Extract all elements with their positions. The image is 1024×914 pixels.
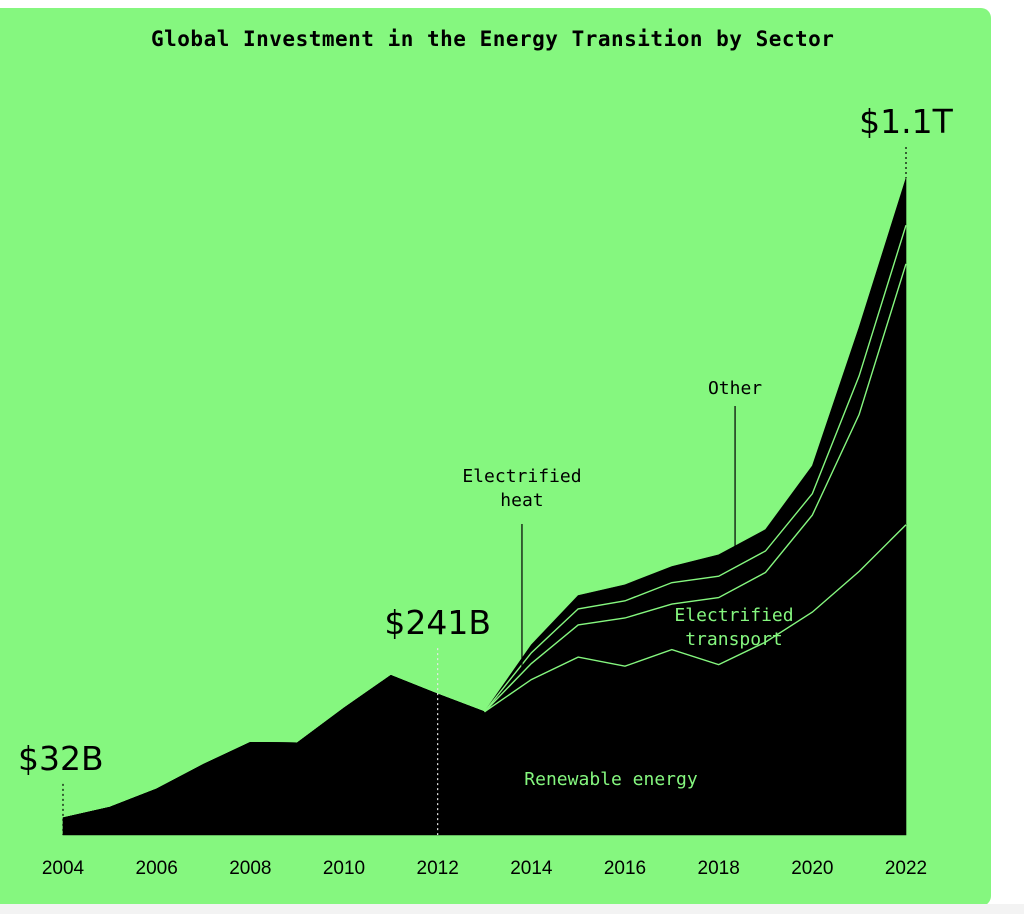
area-other [62,177,907,819]
x-tick-label-2022: 2022 [885,858,927,879]
chart-title: Global Investment in the Energy Transiti… [151,27,835,51]
divider-renewable-energy [484,524,907,713]
x-axis: 2004 2006 2008 2010 2012 2014 2016 2018 2020 2022 [42,858,927,879]
stacked-areas [62,177,907,836]
annotation-renewable-energy: Renewable energy [524,769,698,790]
x-tick-label-2014: 2014 [510,858,553,879]
annotation-electrified-transport-line-1: Electrified [674,605,793,626]
annotation-other-line-1: Other [708,378,762,399]
x-tick-label-2008: 2008 [229,858,271,879]
total-callouts: $32B $241B $1.1T [18,102,954,835]
divider-electrified-heat [483,225,907,713]
x-tick-label-2004: 2004 [42,858,85,879]
divider-electrified-transport [483,263,907,713]
series-annotations: Electrified heat Other Electrified transport… [462,378,793,790]
callout-2022: $1.1T [859,102,953,141]
x-tick-label-2020: 2020 [791,858,833,879]
annotation-renewable-energy-line-1: Renewable energy [524,769,698,790]
x-tick-label-2010: 2010 [323,858,365,879]
annotation-other: Other [708,378,762,548]
annotation-electrified-transport: Electrified transport [674,605,793,650]
annotation-electrified-heat-line-1: Electrified [462,466,581,487]
x-tick-label-2006: 2006 [136,858,178,879]
callout-2012: $241B [384,603,491,642]
x-tick-label-2016: 2016 [604,858,646,879]
callout-2004: $32B [18,739,104,778]
series-divider-lines [483,225,907,713]
annotation-electrified-transport-line-2: transport [685,629,783,650]
page-bottom-rule [0,904,1024,914]
x-tick-label-2018: 2018 [698,858,740,879]
x-tick-label-2012: 2012 [417,858,459,879]
annotation-electrified-heat: Electrified heat [462,466,582,667]
annotation-electrified-heat-line-2: heat [500,490,543,511]
